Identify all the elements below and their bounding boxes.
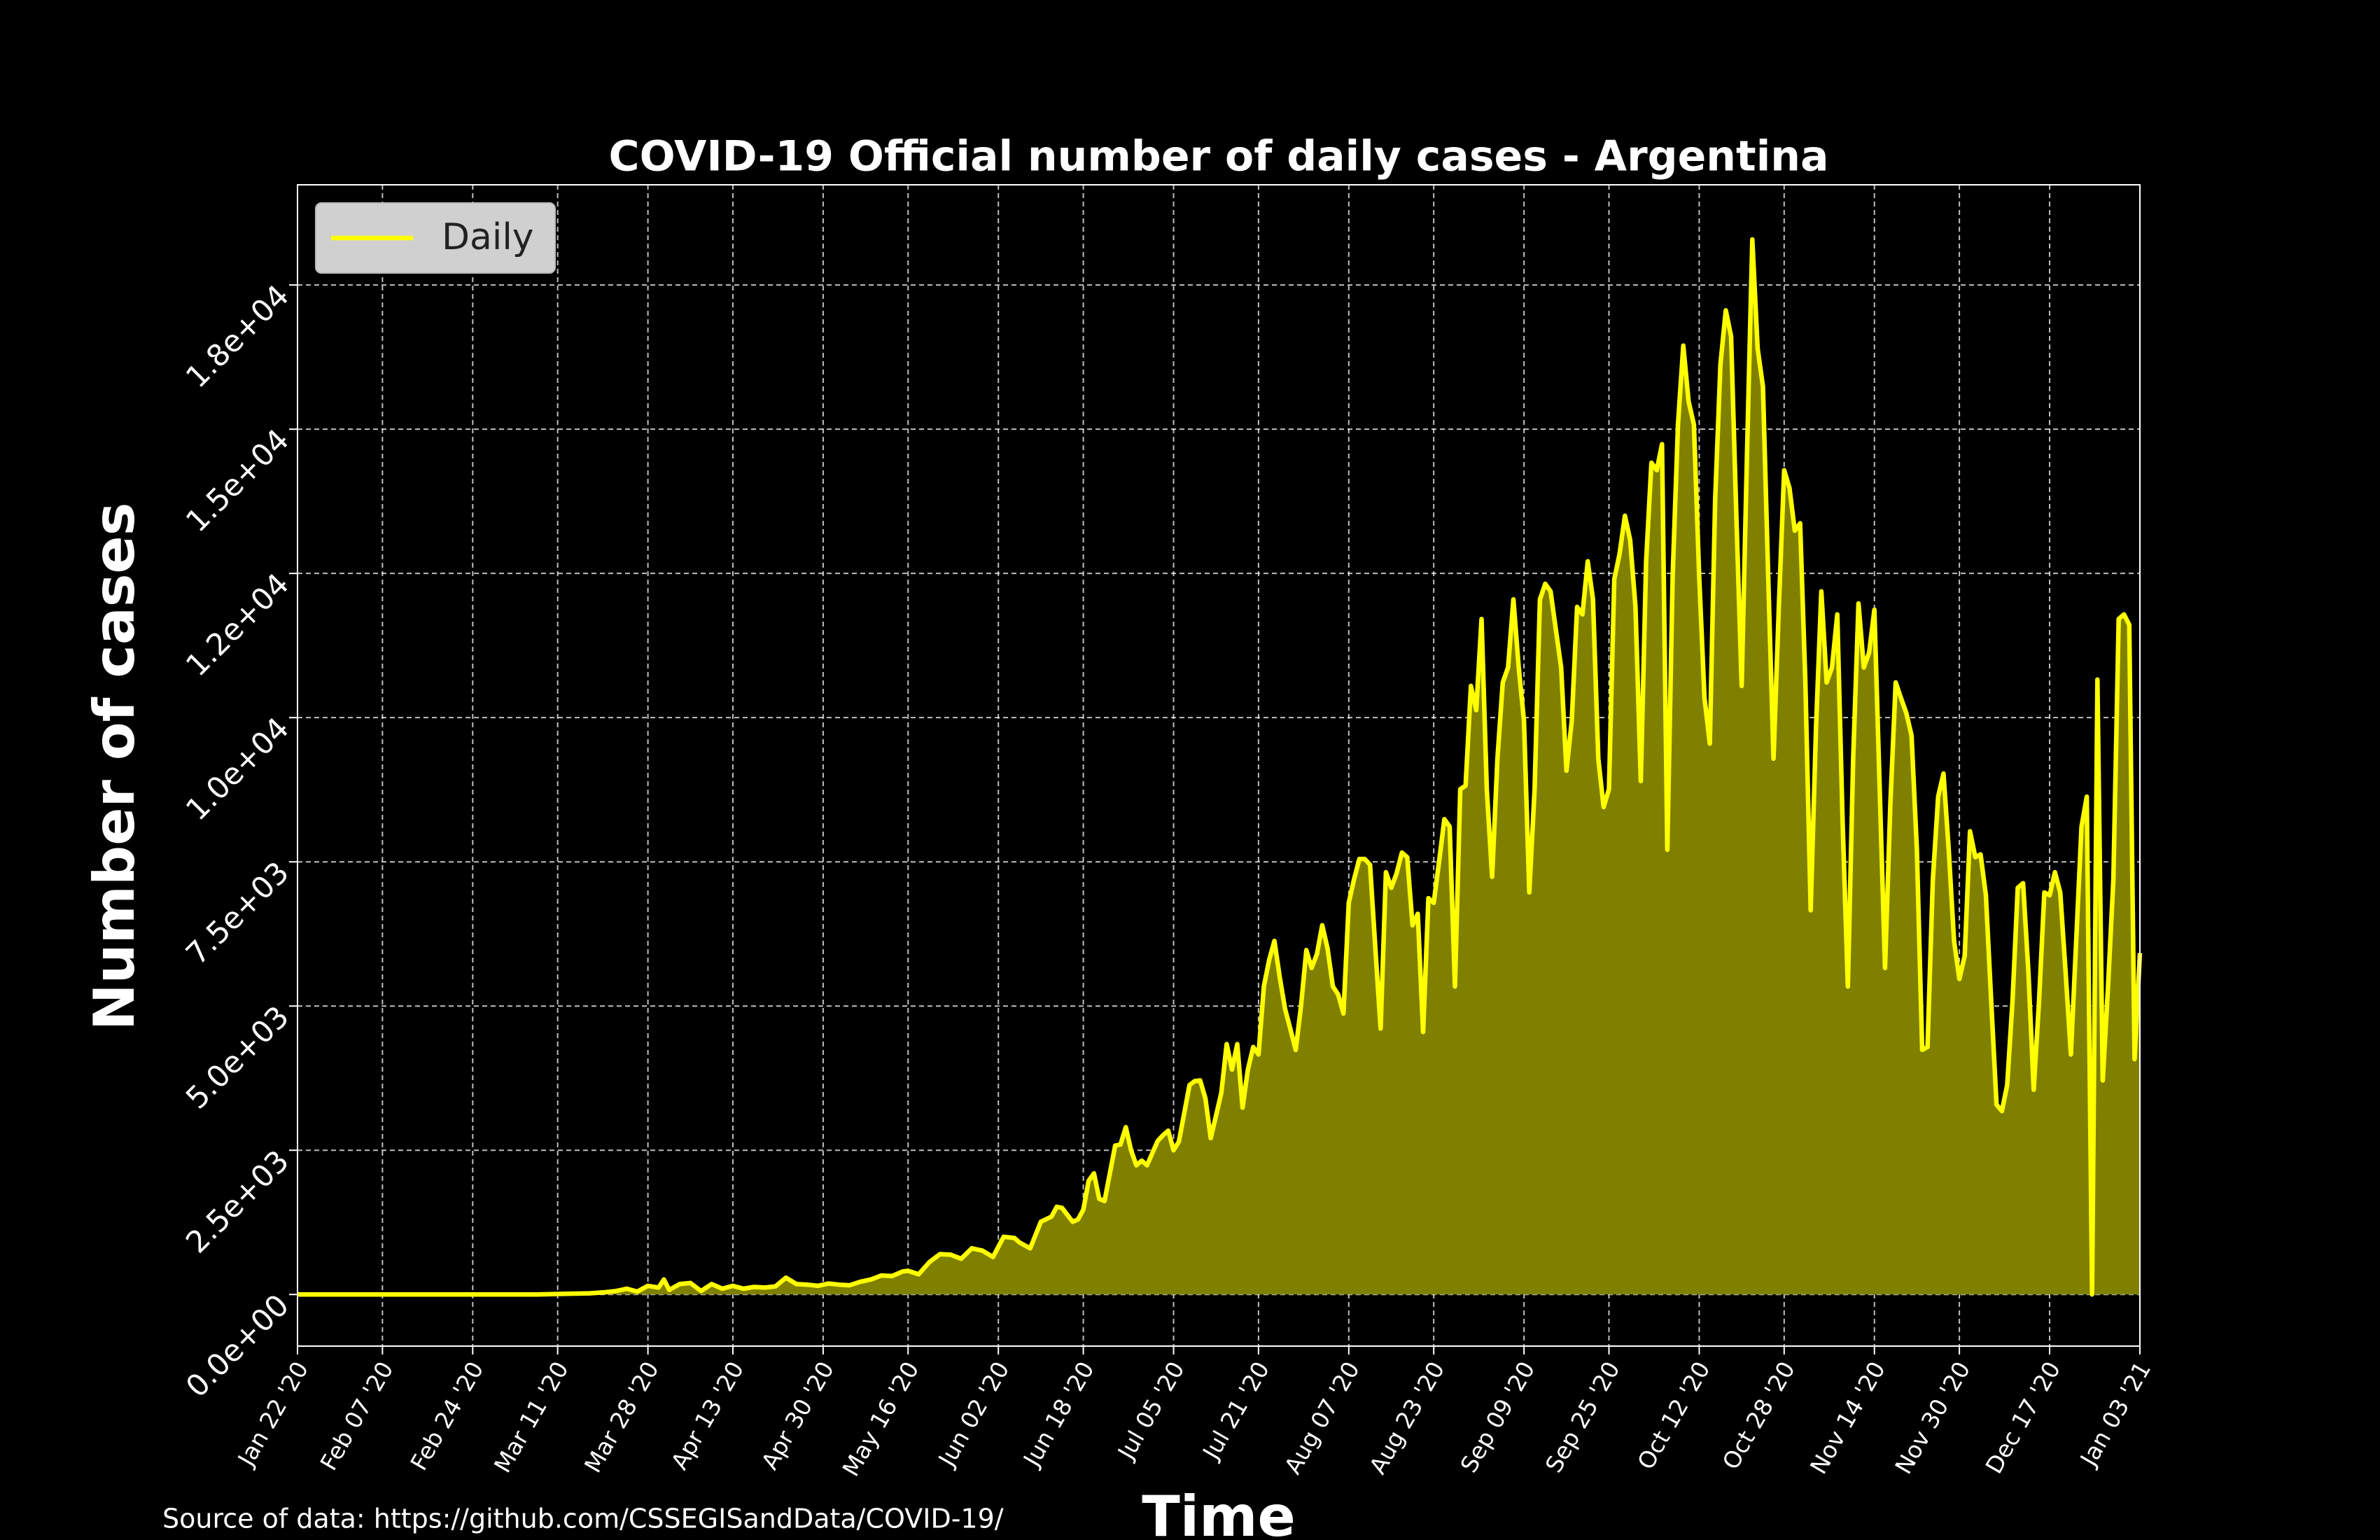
source-note: Source of data: https://github.com/CSSEG… xyxy=(162,1504,1004,1534)
area xyxy=(298,239,2140,1295)
line xyxy=(298,237,2143,1297)
y-axis-label: Number of cases xyxy=(82,503,147,1031)
legend-label: Daily xyxy=(442,216,534,258)
plot-frame xyxy=(297,184,2141,1347)
x-axis-label: Time xyxy=(1142,1484,1296,1540)
legend: Daily xyxy=(315,202,556,274)
legend-box xyxy=(315,202,556,274)
chart-title: COVID-19 Official number of daily cases … xyxy=(609,132,1829,181)
